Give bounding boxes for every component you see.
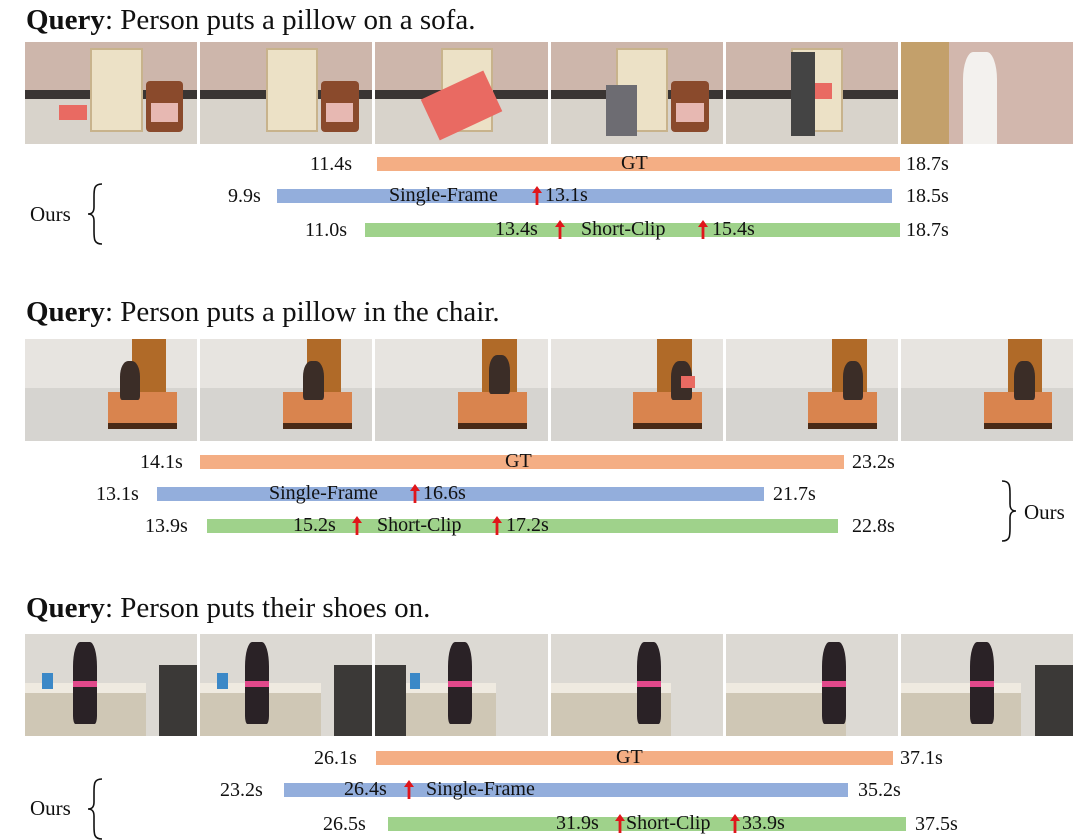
gt-bar: GT	[376, 747, 893, 767]
short-clip-peak-right: 33.9s	[742, 812, 785, 834]
video-frame	[900, 339, 1074, 441]
single-frame-bar: 26.4s Single-Frame	[284, 779, 848, 799]
query-text: : Person puts their shoes on.	[104, 592, 431, 624]
query-text: : Person puts a pillow in the chair.	[104, 296, 500, 328]
single-frame-start: 23.2s	[220, 779, 263, 801]
video-frame	[725, 634, 898, 736]
frame-strip-2	[25, 339, 1074, 441]
query-text: : Person puts a pillow on a sofa.	[104, 4, 476, 36]
query-label: Query	[26, 592, 105, 624]
frame-strip-3	[25, 634, 1074, 736]
single-frame-peak: 26.4s	[344, 778, 387, 800]
short-clip-bar: 13.4s Short-Clip 15.4s	[365, 219, 900, 239]
short-clip-peak-left: 31.9s	[556, 812, 599, 834]
left-brace-icon	[87, 183, 103, 245]
short-clip-label: Short-Clip	[581, 218, 666, 240]
single-frame-label: Single-Frame	[269, 482, 378, 504]
single-frame-peak: 13.1s	[545, 184, 588, 206]
peak-arrow-icon	[404, 780, 414, 799]
gt-bar: GT	[377, 153, 900, 173]
single-frame-start: 9.9s	[228, 185, 261, 207]
single-frame-end: 21.7s	[773, 483, 816, 505]
peak-arrow-icon	[615, 814, 625, 833]
gt-end: 37.1s	[900, 747, 943, 769]
gt-label: GT	[616, 746, 643, 768]
query-label: Query	[26, 4, 105, 36]
gt-label: GT	[621, 152, 648, 174]
video-frame	[550, 42, 723, 144]
query-title-1: Query: Person puts a pillow on a sofa.	[26, 6, 475, 35]
short-clip-start: 11.0s	[305, 219, 348, 241]
peak-arrow-icon	[352, 516, 362, 535]
short-clip-label: Short-Clip	[377, 514, 462, 536]
ours-label: Ours	[30, 202, 71, 226]
gt-start: 26.1s	[314, 747, 357, 769]
peak-arrow-icon	[555, 220, 565, 239]
short-clip-bar: 15.2s Short-Clip 17.2s	[207, 515, 838, 535]
video-frame	[200, 339, 373, 441]
video-frame	[25, 634, 198, 736]
short-clip-peak-left: 15.2s	[293, 514, 336, 536]
video-frame	[200, 42, 373, 144]
video-frame	[25, 42, 198, 144]
gt-label: GT	[505, 450, 532, 472]
right-brace-icon	[1001, 480, 1017, 542]
gt-start: 11.4s	[310, 153, 353, 175]
video-frame	[375, 634, 548, 736]
short-clip-start: 26.5s	[323, 813, 366, 835]
video-frame	[200, 634, 373, 736]
single-frame-bar: Single-Frame 13.1s	[277, 185, 892, 205]
short-clip-end: 22.8s	[852, 515, 895, 537]
peak-arrow-icon	[492, 516, 502, 535]
gt-bar: GT	[200, 451, 844, 471]
single-frame-label: Single-Frame	[426, 778, 535, 800]
ours-label: Ours	[1024, 500, 1065, 524]
short-clip-start: 13.9s	[145, 515, 188, 537]
short-clip-label: Short-Clip	[626, 812, 711, 834]
peak-arrow-icon	[730, 814, 740, 833]
single-frame-peak: 16.6s	[423, 482, 466, 504]
single-frame-label: Single-Frame	[389, 184, 498, 206]
short-clip-peak-right: 17.2s	[506, 514, 549, 536]
peak-arrow-icon	[532, 186, 542, 205]
video-frame	[375, 42, 548, 144]
short-clip-peak-right: 15.4s	[712, 218, 755, 240]
single-frame-end: 35.2s	[858, 779, 901, 801]
video-frame	[900, 42, 1074, 144]
left-brace-icon	[87, 778, 103, 840]
gt-start: 14.1s	[140, 451, 183, 473]
video-frame	[725, 42, 898, 144]
short-clip-end: 18.7s	[906, 219, 949, 241]
video-frame	[25, 339, 198, 441]
video-frame	[550, 339, 723, 441]
video-frame	[550, 634, 723, 736]
video-frame	[900, 634, 1074, 736]
video-frame	[725, 339, 898, 441]
single-frame-start: 13.1s	[96, 483, 139, 505]
gt-end: 23.2s	[852, 451, 895, 473]
short-clip-end: 37.5s	[915, 813, 958, 835]
query-title-3: Query: Person puts their shoes on.	[26, 594, 430, 623]
query-label: Query	[26, 296, 105, 328]
gt-end: 18.7s	[906, 153, 949, 175]
frame-strip-1	[25, 42, 1074, 144]
short-clip-peak-left: 13.4s	[495, 218, 538, 240]
short-clip-bar: 31.9s Short-Clip 33.9s	[388, 813, 906, 833]
peak-arrow-icon	[410, 484, 420, 503]
video-frame	[375, 339, 548, 441]
query-title-2: Query: Person puts a pillow in the chair…	[26, 298, 500, 327]
single-frame-bar: Single-Frame 16.6s	[157, 483, 764, 503]
peak-arrow-icon	[698, 220, 708, 239]
ours-label: Ours	[30, 796, 71, 820]
single-frame-end: 18.5s	[906, 185, 949, 207]
